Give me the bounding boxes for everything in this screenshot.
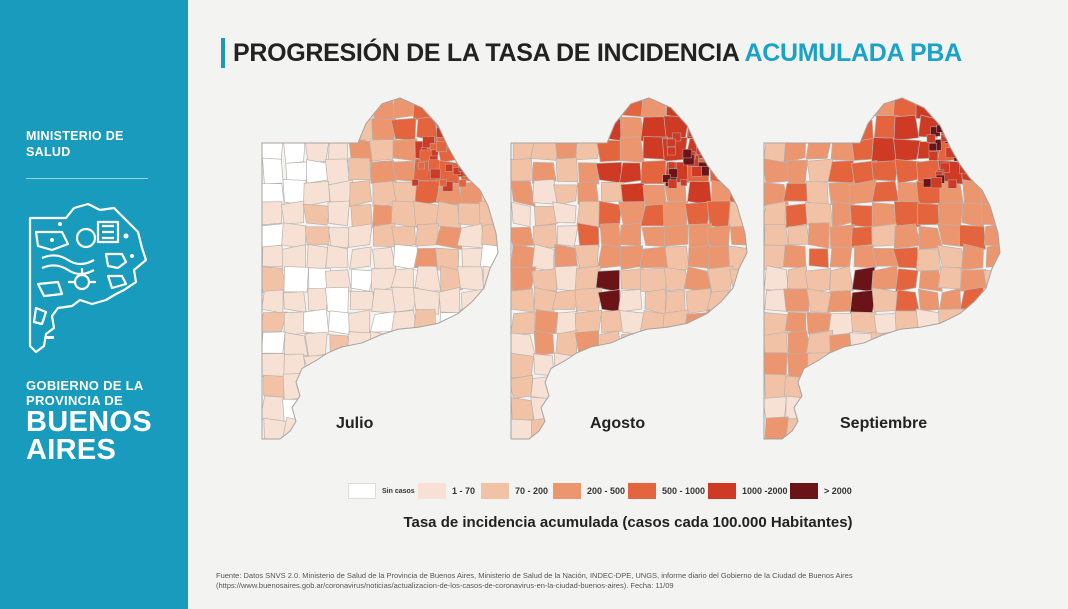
map-label-julio: Julio bbox=[336, 415, 374, 432]
legend-swatch bbox=[481, 483, 509, 499]
province-map-agosto bbox=[510, 97, 748, 440]
source-note: Fuente: Datos SNVS 2.0. Ministerio de Sa… bbox=[216, 571, 1056, 591]
legend-item-1-70: 1 - 70 bbox=[418, 481, 475, 501]
title-accent: ACUMULADA PBA bbox=[744, 39, 962, 67]
page-title: PROGRESIÓN DE LA TASA DE INCIDENCIA ACUM… bbox=[233, 38, 962, 68]
legend-item-70-200: 70 - 200 bbox=[481, 481, 548, 501]
sidebar-divider bbox=[26, 178, 148, 179]
ministry-name: MINISTERIO DE SALUD bbox=[26, 128, 124, 160]
gov-line-1: GOBIERNO DE LA bbox=[26, 378, 144, 393]
legend: Sin casos 1 - 70 70 - 200 200 - 500 500 … bbox=[348, 481, 868, 501]
gov-line-4: AIRES bbox=[26, 434, 117, 466]
main-content: PROGRESIÓN DE LA TASA DE INCIDENCIA ACUM… bbox=[188, 0, 1068, 609]
sidebar: MINISTERIO DE SALUD GOBIERNO DE LA bbox=[0, 0, 188, 609]
legend-label: Sin casos bbox=[382, 487, 415, 495]
legend-swatch bbox=[790, 483, 818, 499]
legend-label: 70 - 200 bbox=[515, 486, 549, 496]
legend-title: Tasa de incidencia acumulada (casos cada… bbox=[403, 514, 853, 531]
legend-item-1000-2000: 1000 -2000 bbox=[708, 481, 788, 501]
legend-item-over-2000: > 2000 bbox=[790, 481, 852, 501]
legend-swatch bbox=[553, 483, 581, 499]
ministry-line-2: SALUD bbox=[26, 145, 71, 159]
ministry-line-1: MINISTERIO DE bbox=[26, 129, 124, 143]
legend-label: 500 - 1000 bbox=[662, 486, 706, 496]
legend-swatch bbox=[348, 483, 376, 499]
gov-line-2: PROVINCIA DE bbox=[26, 393, 124, 408]
choropleth-maps bbox=[261, 97, 1001, 440]
source-line-2: (https://www.buenosaires.gob.ar/coronavi… bbox=[216, 581, 674, 590]
province-map-logo-icon bbox=[28, 202, 148, 354]
legend-swatch bbox=[418, 483, 446, 499]
legend-swatch bbox=[628, 483, 656, 499]
legend-label: 1000 -2000 bbox=[742, 486, 788, 496]
legend-item-500-1000: 500 - 1000 bbox=[628, 481, 705, 501]
title-main: PROGRESIÓN DE LA TASA DE INCIDENCIA bbox=[233, 39, 745, 67]
legend-label: 200 - 500 bbox=[587, 486, 626, 496]
source-line-1: Fuente: Datos SNVS 2.0. Ministerio de Sa… bbox=[216, 571, 853, 580]
map-label-agosto: Agosto bbox=[590, 415, 646, 432]
province-map-septiembre bbox=[763, 97, 1001, 440]
map-label-septiembre: Septiembre bbox=[840, 415, 928, 432]
legend-swatch bbox=[708, 483, 736, 499]
legend-label: > 2000 bbox=[824, 486, 852, 496]
province-map-julio bbox=[261, 97, 499, 440]
title-accent-bar bbox=[221, 38, 225, 68]
legend-label: 1 - 70 bbox=[452, 486, 476, 496]
legend-item-200-500: 200 - 500 bbox=[553, 481, 625, 501]
legend-item-sin-casos: Sin casos bbox=[348, 481, 415, 501]
gov-line-3: BUENOS bbox=[26, 406, 152, 438]
